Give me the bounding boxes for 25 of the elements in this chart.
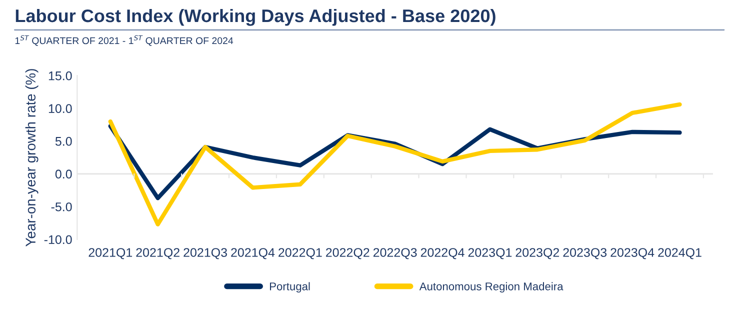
chart-title: Labour Cost Index (Working Days Adjusted - Base 2020) [16, 8, 496, 26]
x-tick-label: 2021Q2 [136, 248, 180, 260]
x-tick-label: 2022Q1 [278, 248, 322, 260]
x-tick-label: 2023Q4 [610, 248, 654, 260]
legend-label: Portugal [270, 282, 310, 293]
x-tick-label: 2022Q2 [326, 248, 370, 260]
x-tick-label: 2022Q3 [373, 248, 417, 260]
legend-label: Autonomous Region Madeira [419, 282, 564, 293]
y-tick-label: -5.0 [51, 202, 72, 212]
x-tick-label: 2023Q3 [563, 248, 607, 260]
x-tick-label: 2023Q2 [516, 248, 560, 260]
x-tick-label: 2024Q1 [658, 248, 702, 260]
y-axis-title: Year-on-year growth rate (%) [25, 69, 38, 246]
x-tick-label: 2022Q4 [420, 248, 464, 260]
x-tick-label: 2023Q1 [468, 248, 512, 260]
y-tick-label: 10.0 [48, 104, 72, 114]
y-tick-label: 5.0 [55, 136, 72, 146]
x-tick-label: 2021Q4 [231, 248, 275, 260]
chart-subtitle: 1$^{ST}$ QUARTER OF 2021 - 1$^{ST}$ QUARTER OF 2024 [15, 35, 234, 46]
line-series [108, 102, 682, 226]
y-tick-label: 15.0 [48, 71, 72, 80]
y-tick-label: 0.0 [55, 170, 72, 179]
x-tick-label: 2021Q3 [184, 248, 227, 260]
y-tick-label: -10.0 [44, 235, 72, 244]
x-tick-label: 2021Q1 [88, 248, 132, 260]
